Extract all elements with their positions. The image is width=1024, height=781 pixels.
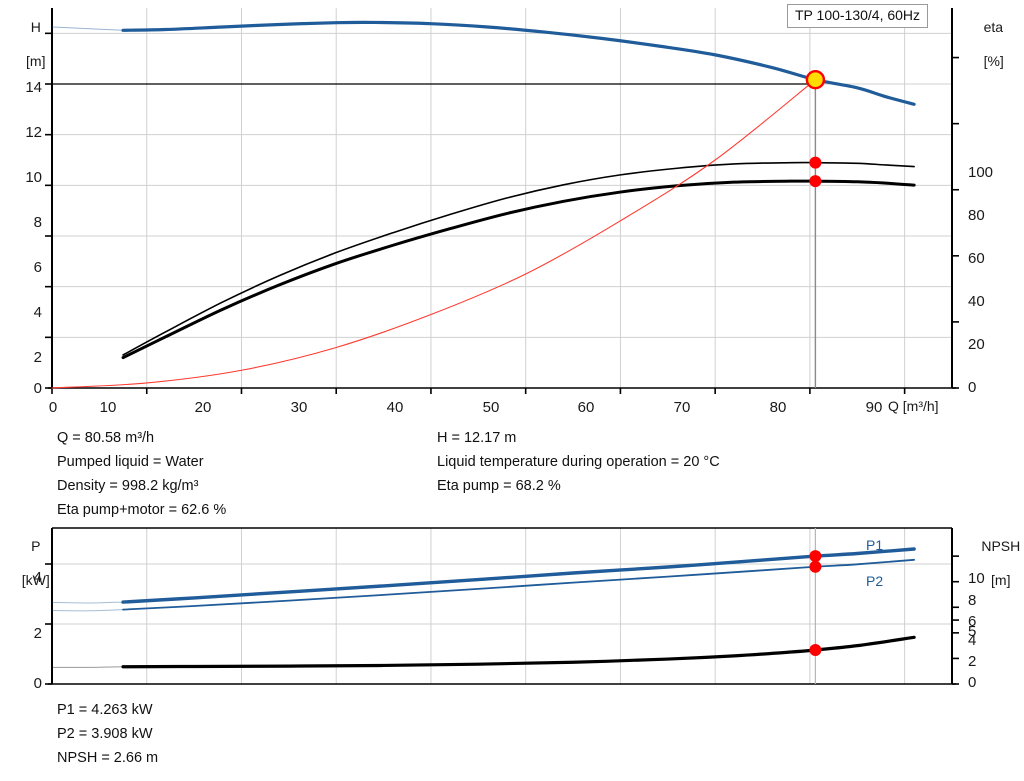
top-xtick-90: 90: [865, 399, 883, 416]
top-chart-x-axis-title: Q [m³/h]: [888, 398, 939, 414]
bottom-y2tick-0: 0: [968, 674, 977, 691]
top-y2tick-100: 100: [968, 164, 994, 181]
info-density: Density = 998.2 kg/m³: [57, 478, 199, 494]
bottom-y2tick-8: 8: [968, 592, 977, 609]
top-xtick-50: 50: [482, 399, 500, 416]
top-xtick-80: 80: [769, 399, 787, 416]
top-chart-y-axis-title: H [m]: [6, 2, 50, 87]
top-xtick-70: 70: [673, 399, 691, 416]
bottom-y2tick-4: 4: [968, 632, 977, 649]
top-ytick-14: 14: [25, 79, 42, 96]
bottom-chart-y-axis-title: P [kW]: [6, 521, 50, 606]
bottom-chart-y2-axis-title: NPSH [m]: [962, 521, 1024, 606]
info-eta-pump-motor: Eta pump+motor = 62.6 %: [57, 502, 227, 518]
bottom-y2tick-6: 6: [968, 613, 977, 630]
info-eta-pump: Eta pump = 68.2 %: [437, 478, 561, 494]
top-y2-axis-title-line1: eta: [983, 19, 1004, 35]
top-y2tick-20: 20: [968, 336, 985, 353]
pump-model-title: TP 100-130/4, 60Hz: [787, 4, 929, 28]
info-h: H = 12.17 m: [437, 430, 517, 446]
bottom-ytick-2: 2: [33, 625, 42, 642]
top-ytick-2: 2: [33, 349, 42, 366]
top-y2tick-80: 80: [968, 207, 985, 224]
top-xtick-40: 40: [386, 399, 404, 416]
info-p1: P1 = 4.263 kW: [57, 702, 153, 718]
info-q: Q = 80.58 m³/h: [57, 430, 155, 446]
top-y2tick-0: 0: [968, 379, 977, 396]
top-ytick-10: 10: [25, 169, 42, 186]
curve-label-p2: P2: [866, 573, 884, 589]
info-p2: P2 = 3.908 kW: [57, 726, 153, 742]
info-pumped-liquid: Pumped liquid = Water: [57, 454, 204, 470]
top-ytick-8: 8: [33, 214, 42, 231]
top-y2-axis-title-line2: [%]: [983, 53, 1004, 69]
bottom-y2tick-5: 5: [968, 623, 977, 640]
top-ytick-4: 4: [33, 304, 42, 321]
top-ytick-6: 6: [33, 259, 42, 276]
top-xtick-10: 10: [99, 399, 117, 416]
bottom-y2tick-2: 2: [968, 653, 977, 670]
top-chart-y2-axis-title: eta [%]: [968, 2, 1020, 87]
top-xtick-30: 30: [290, 399, 308, 416]
info-npsh: NPSH = 2.66 m: [57, 750, 159, 766]
top-ytick-12: 12: [25, 124, 42, 141]
top-xtick-0: 0: [48, 399, 58, 416]
bottom-y2-axis-title-line1: NPSH: [981, 538, 1021, 554]
info-liquid-temperature: Liquid temperature during operation = 20…: [437, 454, 720, 470]
bottom-ytick-4: 4: [33, 569, 42, 586]
bottom-y2-axis-title-line2: [m]: [991, 572, 1011, 588]
curve-label-p1: P1: [866, 537, 884, 553]
bottom-y2tick-10: 10: [968, 570, 985, 587]
top-y2tick-40: 40: [968, 293, 985, 310]
bottom-y-axis-title-line1: P: [31, 538, 41, 554]
top-ytick-0: 0: [33, 380, 42, 397]
top-y-axis-title-line1: H: [30, 19, 41, 35]
top-y-axis-title-line2: [m]: [26, 53, 46, 69]
top-xtick-60: 60: [577, 399, 595, 416]
top-xtick-20: 20: [194, 399, 212, 416]
bottom-y-axis-title-line2: [kW]: [21, 572, 50, 588]
bottom-ytick-0: 0: [33, 675, 42, 692]
top-y2tick-60: 60: [968, 250, 985, 267]
